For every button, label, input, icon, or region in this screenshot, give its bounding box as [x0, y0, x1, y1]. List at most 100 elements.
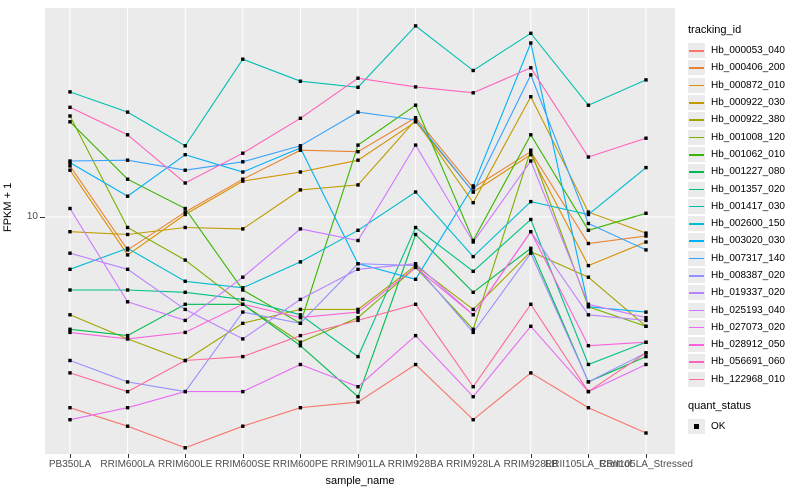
- point-marker: [125, 288, 130, 292]
- legend-item: Hb_028912_050: [688, 336, 800, 353]
- point-marker: [356, 395, 360, 399]
- point-marker: [413, 118, 418, 122]
- x-tick-labels: PB350LA RRIM600LA RRIM600LE RRIM600SE RRIM60…: [0, 459, 800, 473]
- point-marker: [356, 385, 360, 389]
- point-marker: [471, 184, 475, 188]
- point-marker: [68, 114, 72, 118]
- legend-item-label: Hb_001008_120: [711, 131, 785, 143]
- point-marker: [529, 230, 533, 234]
- point-marker: [68, 418, 72, 422]
- x-tick-mark: [185, 454, 187, 458]
- point-marker: [471, 307, 475, 312]
- marker-legend-title: quant_status: [688, 399, 751, 412]
- point-marker: [586, 305, 591, 309]
- legend-item-label: Hb_008387_020: [711, 270, 785, 281]
- legend-key-swatch: [688, 198, 705, 214]
- point-marker: [241, 389, 245, 394]
- point-marker: [356, 158, 360, 162]
- point-marker: [471, 313, 475, 317]
- point-marker: [298, 340, 303, 344]
- point-marker: [644, 78, 648, 82]
- point-marker: [413, 333, 418, 338]
- legend-item: Hb_000872_010: [688, 77, 800, 94]
- point-marker: [586, 241, 591, 246]
- legend-item: Hb_003020_030: [688, 232, 800, 249]
- point-marker: [356, 262, 360, 266]
- legend-item-label: Hb_000922_380: [711, 114, 785, 126]
- point-marker: [644, 315, 648, 320]
- point-marker: [68, 313, 72, 317]
- point-marker: [125, 389, 130, 394]
- point-marker: [356, 315, 360, 320]
- legend-item: Hb_122968_010: [688, 371, 800, 388]
- point-marker: [241, 170, 245, 174]
- point-marker: [356, 85, 360, 89]
- point-marker: [298, 116, 303, 120]
- point-marker: [241, 337, 245, 341]
- point-marker: [183, 330, 187, 335]
- legend-key-swatch: [688, 302, 705, 318]
- data-point-markers: [68, 24, 648, 450]
- legend-line-icon: [689, 119, 704, 121]
- legend-key-swatch: [688, 250, 705, 266]
- point-marker: [68, 358, 72, 363]
- x-tick-marks: [0, 454, 800, 459]
- legend-key-swatch: [688, 181, 705, 197]
- point-marker: [413, 103, 418, 107]
- legend-line-icon: [689, 102, 704, 104]
- point-marker: [183, 258, 187, 262]
- x-tick-mark: [358, 454, 359, 458]
- point-marker: [413, 143, 418, 147]
- point-marker: [644, 310, 648, 314]
- y-tick-mark: [40, 217, 45, 218]
- legend-item-label: Hb_000922_030: [711, 97, 785, 109]
- point-marker: [68, 206, 72, 211]
- x-tick-label: RRIM600PE: [272, 459, 329, 470]
- legend-line-icon: [689, 292, 704, 294]
- point-marker: [298, 188, 303, 192]
- legend-item-label: Hb_056691_060: [711, 356, 785, 368]
- point-marker: [471, 91, 475, 95]
- legend-item: Hb_056691_060: [688, 353, 800, 370]
- point-marker: [529, 217, 533, 222]
- point-marker: [68, 406, 72, 410]
- point-marker: [183, 181, 187, 185]
- legend-item-label: Hb_000053_040: [711, 45, 785, 57]
- point-marker: [298, 321, 303, 325]
- point-marker: [125, 267, 130, 271]
- point-marker: [241, 179, 245, 183]
- legend-key-swatch: [688, 371, 705, 387]
- legend-line-icon: [689, 84, 704, 87]
- legend-item: Hb_000922_380: [688, 111, 800, 128]
- point-marker: [68, 105, 72, 109]
- point-marker: [241, 302, 245, 306]
- x-tick-mark: [242, 454, 244, 458]
- point-marker: [298, 227, 303, 231]
- point-marker: [356, 307, 360, 312]
- legend-item-label: Hb_002600_150: [711, 218, 785, 230]
- point-marker: [356, 183, 360, 187]
- legend-item: Hb_007317_140: [688, 250, 800, 267]
- point-marker: [356, 354, 360, 359]
- point-marker: [644, 231, 648, 235]
- point-marker: [644, 248, 648, 252]
- x-axis-title: sample_name: [325, 475, 395, 487]
- point-marker: [471, 186, 475, 190]
- point-marker: [68, 168, 72, 172]
- point-marker: [471, 395, 475, 399]
- point-marker: [68, 371, 72, 375]
- point-marker: [241, 57, 245, 61]
- point-marker: [183, 389, 187, 394]
- point-marker: [413, 120, 418, 124]
- point-marker: [529, 371, 533, 375]
- x-tick-mark: [127, 454, 129, 458]
- point-marker: [241, 151, 245, 155]
- x-tick-mark: [300, 454, 302, 458]
- point-marker: [183, 279, 187, 283]
- point-marker: [413, 362, 418, 367]
- point-marker: [125, 232, 130, 237]
- point-marker: [356, 267, 360, 271]
- legend-items: Hb_000053_040 Hb_000406_200 Hb_000872_010 H…: [688, 42, 800, 388]
- point-marker: [241, 275, 245, 279]
